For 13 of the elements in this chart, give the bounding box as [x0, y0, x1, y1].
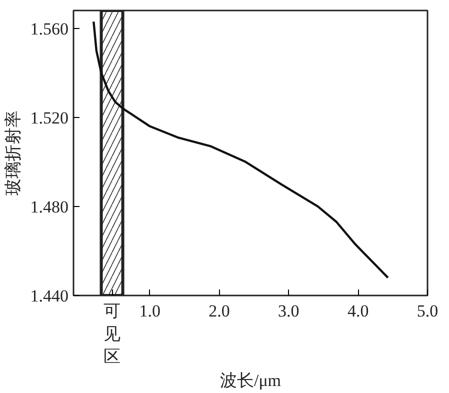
x-axis-title: 波长/μm — [220, 371, 282, 390]
y-axis-title: 玻璃折射率 — [3, 110, 22, 196]
x-tick-label: 1.0 — [139, 302, 160, 320]
band-label: 可见区 — [104, 302, 121, 366]
y-tick-label: 1.440 — [30, 286, 68, 306]
y-tick-label: 1.480 — [30, 197, 68, 216]
x-tick-label: 4.0 — [347, 302, 369, 320]
line-series — [92, 20, 390, 279]
y-tick-label: 1.560 — [30, 19, 68, 38]
x-tick-label: 2.0 — [208, 302, 230, 320]
y-tick-label: 1.520 — [30, 108, 68, 128]
x-tick-label: 3.0 — [278, 302, 300, 320]
x-tick-label: 5.0 — [416, 302, 438, 320]
